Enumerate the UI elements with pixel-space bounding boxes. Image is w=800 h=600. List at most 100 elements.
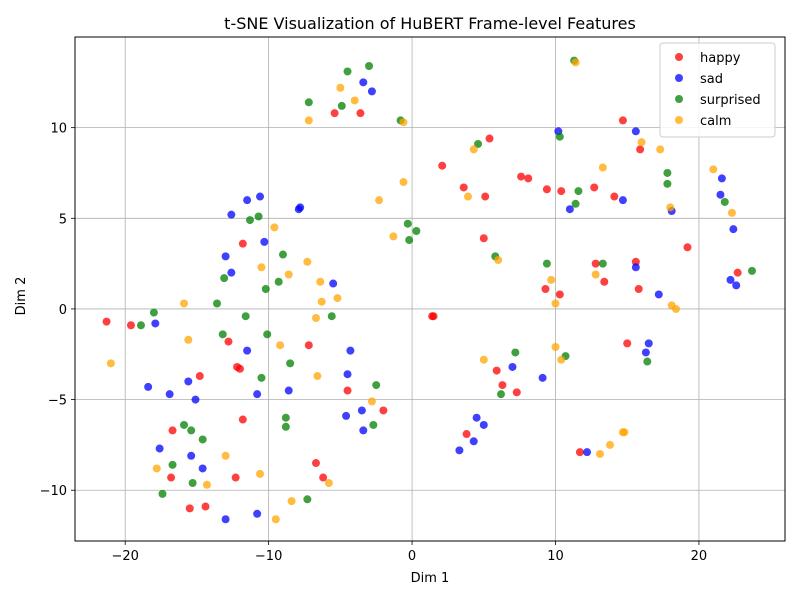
data-point bbox=[257, 373, 266, 382]
x-tick-label: 20 bbox=[691, 549, 708, 564]
legend: happy sad surprised calm bbox=[659, 42, 776, 138]
series-happy bbox=[102, 109, 742, 513]
data-point bbox=[481, 192, 490, 201]
data-point bbox=[565, 205, 574, 214]
data-point bbox=[623, 339, 632, 348]
data-point bbox=[733, 268, 742, 277]
data-point bbox=[221, 451, 230, 460]
data-point bbox=[227, 210, 236, 219]
legend-marker bbox=[675, 74, 683, 82]
data-point bbox=[717, 174, 726, 183]
data-point bbox=[405, 236, 414, 245]
data-point bbox=[574, 187, 583, 196]
data-point bbox=[303, 495, 312, 504]
data-point bbox=[333, 294, 342, 303]
data-point bbox=[727, 208, 736, 217]
data-point bbox=[571, 199, 580, 208]
data-point bbox=[610, 192, 619, 201]
data-point bbox=[726, 275, 735, 284]
data-point bbox=[191, 395, 200, 404]
data-point bbox=[256, 469, 265, 478]
data-point bbox=[343, 386, 352, 395]
x-tick-label: 10 bbox=[547, 549, 564, 564]
data-point bbox=[598, 259, 607, 268]
data-point bbox=[342, 411, 351, 420]
data-point bbox=[253, 509, 262, 518]
data-point bbox=[634, 285, 643, 293]
data-point bbox=[403, 219, 412, 228]
data-point bbox=[357, 406, 366, 415]
data-point bbox=[263, 330, 272, 339]
data-point bbox=[311, 314, 320, 323]
data-point bbox=[281, 422, 290, 431]
data-point bbox=[709, 165, 718, 174]
data-point bbox=[243, 196, 252, 205]
legend-label: happy bbox=[700, 51, 741, 66]
data-point bbox=[241, 312, 250, 321]
data-point bbox=[317, 297, 326, 306]
y-tick-label: 0 bbox=[59, 303, 67, 318]
data-point bbox=[643, 357, 652, 366]
data-point bbox=[311, 459, 320, 468]
data-point bbox=[575, 448, 584, 457]
data-point bbox=[316, 277, 325, 286]
data-point bbox=[365, 62, 374, 71]
data-point bbox=[557, 355, 566, 364]
legend-box bbox=[659, 42, 776, 138]
data-point bbox=[180, 420, 189, 429]
data-point bbox=[538, 373, 547, 382]
data-point bbox=[399, 178, 408, 187]
data-point bbox=[462, 430, 471, 439]
data-point bbox=[274, 277, 283, 286]
data-point bbox=[319, 473, 328, 482]
data-point bbox=[716, 190, 725, 199]
data-point bbox=[512, 388, 521, 397]
data-point bbox=[636, 145, 645, 154]
data-point bbox=[343, 370, 352, 379]
data-point bbox=[492, 366, 501, 375]
data-point bbox=[270, 223, 279, 232]
data-point bbox=[551, 343, 560, 352]
data-point bbox=[551, 299, 560, 308]
data-point bbox=[631, 127, 640, 136]
data-point bbox=[644, 339, 653, 348]
data-point bbox=[168, 460, 177, 469]
data-point bbox=[313, 372, 322, 381]
data-point bbox=[227, 268, 236, 277]
data-point bbox=[469, 145, 478, 154]
data-point bbox=[152, 464, 161, 473]
data-point bbox=[511, 348, 520, 357]
data-point bbox=[618, 116, 627, 125]
legend-marker bbox=[675, 95, 683, 103]
data-point bbox=[524, 174, 533, 183]
data-point bbox=[188, 478, 197, 487]
data-point bbox=[304, 116, 313, 125]
data-point bbox=[732, 281, 741, 290]
data-point bbox=[542, 185, 551, 194]
data-point bbox=[555, 132, 564, 141]
data-point bbox=[356, 109, 365, 118]
data-point bbox=[591, 270, 600, 279]
data-point bbox=[260, 237, 269, 246]
y-tick-label: −5 bbox=[48, 394, 67, 409]
data-point bbox=[350, 96, 359, 105]
data-point bbox=[168, 426, 177, 435]
y-tick-label: −10 bbox=[40, 484, 67, 499]
data-points bbox=[102, 56, 757, 524]
data-point bbox=[296, 203, 305, 212]
data-point bbox=[557, 187, 566, 196]
data-point bbox=[180, 299, 189, 308]
y-axis-ticks: −10 −5 0 5 10 bbox=[40, 122, 75, 499]
data-point bbox=[542, 259, 551, 268]
data-point bbox=[202, 480, 211, 489]
data-point bbox=[144, 382, 153, 391]
data-point bbox=[498, 381, 507, 390]
data-point bbox=[555, 290, 564, 299]
data-point bbox=[336, 83, 345, 92]
data-point bbox=[329, 279, 338, 288]
data-point bbox=[479, 355, 488, 364]
data-point bbox=[494, 255, 503, 264]
data-point bbox=[720, 197, 729, 206]
data-point bbox=[438, 161, 447, 170]
